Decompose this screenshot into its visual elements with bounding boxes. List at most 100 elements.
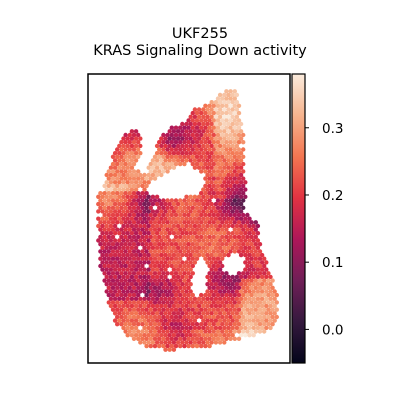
- spot: [150, 311, 156, 316]
- spot: [196, 231, 202, 236]
- spot: [270, 307, 275, 312]
- spot: [238, 296, 244, 301]
- spot: [222, 289, 227, 294]
- spot: [259, 289, 265, 294]
- spot: [266, 314, 271, 320]
- spot: [102, 212, 107, 218]
- spot: [249, 329, 254, 334]
- spot: [167, 325, 172, 331]
- spot: [192, 252, 198, 258]
- spot: [234, 92, 240, 98]
- spot: [217, 172, 223, 178]
- spot: [270, 278, 275, 283]
- spot: [217, 201, 223, 207]
- spot: [136, 307, 141, 312]
- spot: [222, 274, 227, 280]
- spot: [138, 201, 143, 207]
- spot: [220, 147, 225, 152]
- spot: [205, 223, 210, 229]
- spot: [125, 333, 130, 338]
- spot: [226, 216, 231, 221]
- spot: [274, 314, 279, 320]
- spot: [213, 165, 219, 170]
- spot: [100, 209, 105, 214]
- spot: [192, 325, 198, 331]
- spot: [138, 340, 143, 345]
- spot: [110, 183, 116, 189]
- spot: [127, 212, 132, 218]
- spot: [190, 161, 195, 167]
- spot: [209, 252, 214, 258]
- spot: [199, 307, 204, 312]
- spot: [154, 303, 160, 309]
- spot: [171, 267, 177, 272]
- spot: [123, 227, 128, 232]
- spot: [104, 238, 109, 243]
- spot: [188, 231, 193, 236]
- spot: [259, 318, 265, 323]
- spot: [131, 271, 137, 276]
- spot: [207, 249, 212, 254]
- spot: [199, 227, 204, 232]
- spot: [167, 340, 172, 345]
- spot: [161, 140, 166, 145]
- spot: [190, 110, 195, 116]
- spot: [203, 118, 208, 123]
- spot: [224, 169, 229, 174]
- spot: [272, 318, 277, 323]
- spot: [217, 180, 223, 185]
- spot: [270, 322, 275, 327]
- spot: [127, 263, 132, 269]
- spot: [133, 180, 139, 185]
- spot: [190, 292, 195, 298]
- spot: [129, 231, 135, 236]
- spot: [222, 107, 227, 112]
- spot: [117, 143, 122, 149]
- spot: [182, 205, 187, 210]
- spot: [236, 191, 242, 196]
- spot: [131, 220, 137, 225]
- spot: [148, 227, 153, 232]
- spot: [190, 140, 195, 145]
- spot: [125, 201, 130, 207]
- spot: [190, 343, 195, 349]
- spot: [205, 187, 210, 192]
- spot: [266, 307, 271, 312]
- spot: [230, 136, 235, 141]
- spot: [234, 325, 240, 331]
- spot: [152, 336, 158, 341]
- spot: [228, 118, 233, 123]
- spot: [123, 205, 128, 210]
- spot: [159, 223, 164, 229]
- spot: [136, 322, 141, 327]
- spot: [159, 340, 164, 345]
- spot: [115, 242, 120, 247]
- spot: [207, 322, 212, 327]
- spot: [173, 292, 179, 298]
- spot: [146, 216, 151, 221]
- spot: [142, 187, 147, 192]
- spot: [241, 183, 246, 189]
- spot: [253, 322, 258, 327]
- spot: [159, 303, 164, 309]
- spot: [163, 165, 168, 170]
- spot: [220, 278, 225, 283]
- spot: [152, 249, 158, 254]
- spot: [243, 187, 248, 192]
- spot: [163, 260, 168, 265]
- spot: [178, 329, 183, 334]
- spot: [102, 183, 107, 189]
- spot: [188, 129, 193, 134]
- spot: [232, 103, 237, 109]
- spot: [224, 125, 229, 130]
- spot: [241, 285, 246, 290]
- spot: [140, 183, 145, 189]
- spot: [232, 329, 237, 334]
- spot: [211, 154, 216, 159]
- spot: [106, 227, 112, 232]
- spot: [129, 136, 135, 141]
- spot: [188, 158, 193, 163]
- spot: [203, 132, 208, 138]
- spot: [203, 292, 208, 298]
- spot: [129, 260, 135, 265]
